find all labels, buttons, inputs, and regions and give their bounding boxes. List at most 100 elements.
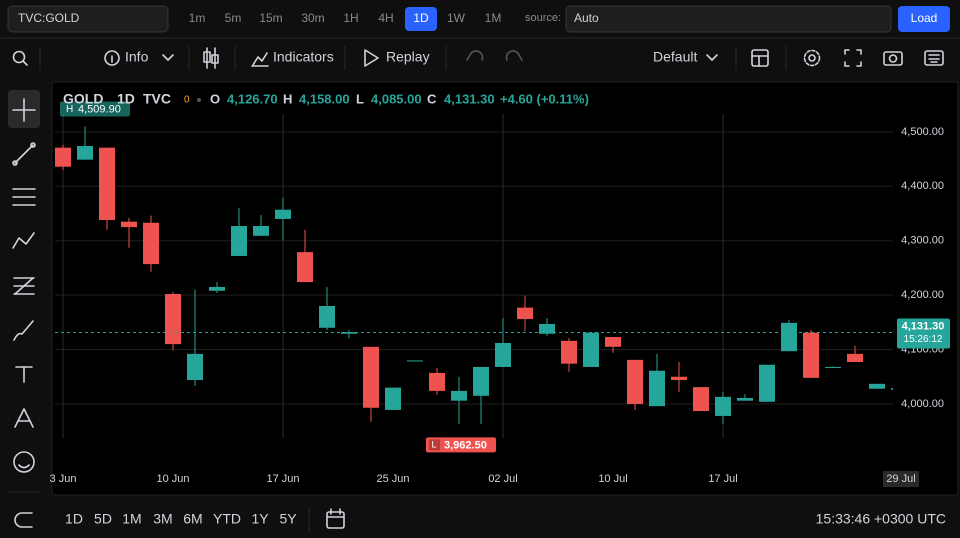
layout-button[interactable]: Default <box>653 49 697 65</box>
legend-exchange: TVC <box>143 91 171 107</box>
high-marker-prefix: H <box>66 104 73 115</box>
x-tick-label: 29 Jul <box>886 473 915 485</box>
x-tick-label: 17 Jul <box>708 473 737 485</box>
candle-body <box>55 147 71 167</box>
indicators-button[interactable]: Indicators <box>273 49 334 65</box>
candle-body <box>825 366 841 368</box>
range-button[interactable]: 5Y <box>279 511 297 527</box>
legend-value: 4,126.70 <box>227 91 278 106</box>
legend-interval: 1D <box>117 91 135 107</box>
x-label-bg <box>883 471 919 487</box>
source-label: source: <box>525 12 561 24</box>
range-button[interactable]: 3M <box>153 511 172 527</box>
candle-body <box>407 360 423 362</box>
last-price-label: 4,131.30 <box>902 320 945 332</box>
low-marker-prefix: L <box>432 440 437 450</box>
load-text: Load <box>911 11 938 25</box>
candle-body <box>319 306 335 328</box>
candle-body <box>869 383 885 389</box>
candle-body <box>781 322 797 352</box>
legend-value: 4,158.00 <box>299 91 350 106</box>
legend-key: L <box>356 91 364 106</box>
range-button[interactable]: YTD <box>213 511 241 527</box>
candle-body <box>517 307 533 320</box>
range-button[interactable]: 1D <box>65 511 83 527</box>
candle-body <box>385 387 401 410</box>
y-tick-label: 4,200.00 <box>901 289 944 301</box>
legend-dot <box>197 98 201 102</box>
info-button[interactable]: Info <box>125 49 149 65</box>
candle-body <box>891 388 893 390</box>
legend-value: 4,131.30 <box>444 91 495 106</box>
candle-body <box>121 221 137 228</box>
candle-body <box>561 340 577 364</box>
source-text: Auto <box>574 11 599 25</box>
candle-body <box>539 323 555 334</box>
candle-body <box>275 209 291 219</box>
countdown: 15:26:12 <box>904 334 943 345</box>
clock: 15:33:46 +0300 UTC <box>816 511 946 527</box>
y-tick-label: 4,300.00 <box>901 235 944 247</box>
legend-key: C <box>427 91 437 106</box>
candle-body <box>473 366 489 396</box>
legend-value: 4,085.00 <box>371 91 422 106</box>
candle-body <box>627 359 643 404</box>
high-marker-box <box>60 101 130 117</box>
candle-body <box>451 390 467 401</box>
interval-button[interactable]: 1W <box>447 11 466 25</box>
candle-body <box>715 396 731 416</box>
candle-body <box>671 376 687 381</box>
x-tick-label: 10 Jul <box>598 473 627 485</box>
candle-body <box>803 332 819 378</box>
candle-body <box>605 337 621 347</box>
candle-body <box>649 370 665 407</box>
candle-body <box>165 294 181 345</box>
candle-body <box>847 353 863 363</box>
interval-button[interactable]: 1m <box>189 11 206 25</box>
interval-button[interactable]: 1M <box>485 11 502 25</box>
legend-key: H <box>283 91 292 106</box>
candle-body <box>363 346 379 408</box>
candle-body <box>759 364 775 402</box>
interval-button[interactable]: 4H <box>378 11 393 25</box>
x-tick-label: 10 Jun <box>156 473 189 485</box>
high-marker-label: 4,509.90 <box>78 103 121 115</box>
legend-change: +4.60 (+0.11%) <box>500 91 589 106</box>
range-button[interactable]: 5D <box>94 511 112 527</box>
interval-button[interactable]: 1H <box>343 11 358 25</box>
candle-body <box>143 222 159 265</box>
legend-symbol: GOLD <box>63 91 103 107</box>
sidebar-icons <box>12 98 36 528</box>
interval-button[interactable]: 1D <box>413 11 429 25</box>
candle-body <box>583 332 599 367</box>
candle-body <box>77 146 93 160</box>
candle-body <box>737 397 753 401</box>
candle-body <box>253 226 269 236</box>
replay-button[interactable]: Replay <box>386 49 430 65</box>
low-marker-tag <box>429 439 440 451</box>
symbol-input[interactable] <box>7 5 169 33</box>
candle-body <box>495 343 511 367</box>
low-marker-box <box>426 437 496 453</box>
interval-button[interactable]: 15m <box>259 11 282 25</box>
toolbar-separators <box>39 46 787 70</box>
last-price-box <box>897 318 950 349</box>
range-button[interactable]: 6M <box>183 511 202 527</box>
candle-body <box>99 147 115 221</box>
range-button[interactable]: 1Y <box>251 511 269 527</box>
range-button[interactable]: 1M <box>122 511 141 527</box>
load-button[interactable] <box>898 6 950 32</box>
interval-button[interactable]: 30m <box>301 11 324 25</box>
x-tick-label: 02 Jul <box>488 473 517 485</box>
calendar-icon[interactable] <box>326 508 345 529</box>
legend-count: 0 <box>184 95 190 106</box>
source-input[interactable] <box>565 5 892 33</box>
chart-panel <box>51 81 959 496</box>
y-tick-label: 4,500.00 <box>901 126 944 138</box>
interval-button[interactable]: 5m <box>225 11 242 25</box>
toolbar-icons <box>12 47 944 69</box>
candle-body <box>187 353 203 381</box>
candle-body <box>297 252 313 283</box>
x-tick-label: 3 Jun <box>50 473 77 485</box>
